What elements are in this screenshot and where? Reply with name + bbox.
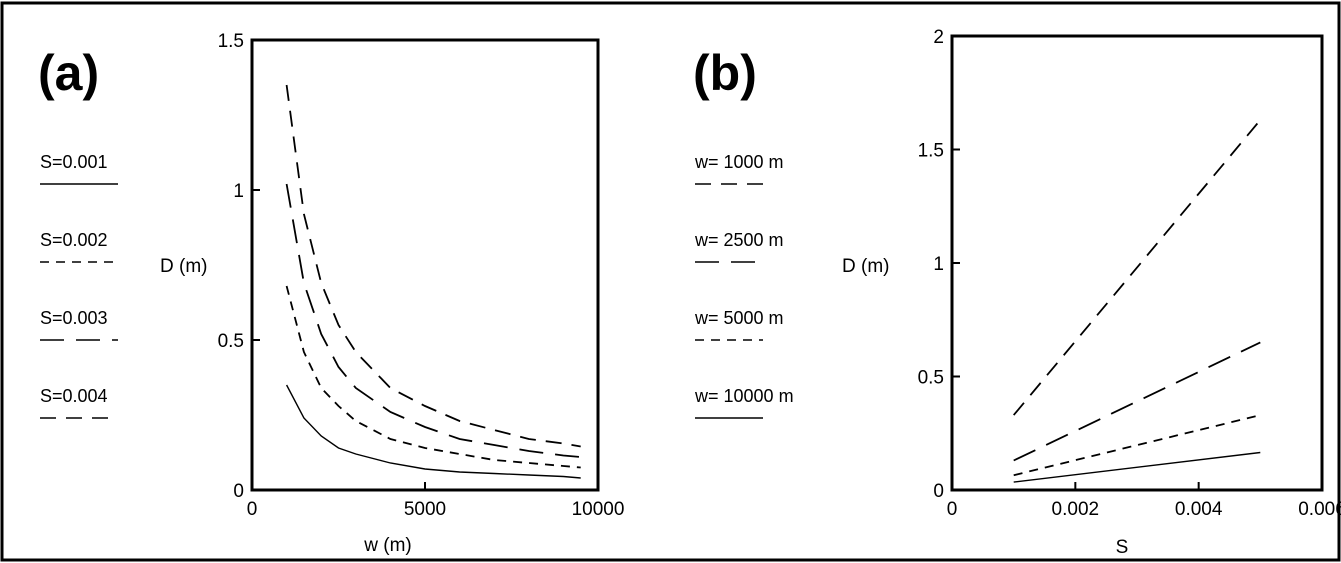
panel-b-letter: (b) [693, 45, 757, 101]
series-line-w-5000-m [1013, 414, 1261, 477]
y-axis-label-b: D (m) [842, 256, 889, 277]
y-tick-label: 1 [933, 254, 944, 275]
y-axis-label-a: D (m) [160, 256, 207, 277]
legend-label: w= 1000 m [694, 152, 784, 172]
panel-a: (a) S=0.001 S=0.002 S=0.003 S=0.004 0 0.5 1 1.… [38, 31, 624, 556]
y-tick-label: 2 [933, 27, 944, 48]
plot-frame [950, 34, 1324, 492]
y-tick-label: 1.5 [918, 141, 944, 162]
series-line-s-0-004 [285, 84, 581, 448]
y-tick-label: 1 [233, 181, 244, 202]
x-tick-label: 0 [247, 499, 258, 520]
x-tick-label: 0.002 [1052, 499, 1100, 520]
series-line-s-0-002 [285, 285, 581, 469]
panel-b: (b) w= 1000 m w= 2500 m w= 5000 m w= 10000 … [693, 27, 1341, 558]
y-tick-label: 1.5 [218, 31, 244, 52]
x-axis-label-a: w (m) [363, 535, 411, 556]
series-line-w-2500-m [1013, 341, 1261, 462]
legend-a: S=0.001 S=0.002 S=0.003 S=0.004 [40, 152, 118, 419]
x-tick-label: 10000 [572, 499, 625, 520]
x-tick-label: 0.004 [1175, 499, 1223, 520]
legend-label: w= 2500 m [694, 230, 784, 250]
series-line-w-1000-m [1013, 119, 1261, 416]
plot-b: 0 0.5 1 1.5 2 0 0.002 0.004 0.006 [918, 27, 1341, 520]
series-line-w-10000-m [1013, 451, 1261, 483]
x-tick-label: 5000 [404, 499, 446, 520]
legend-label: S=0.002 [40, 230, 108, 250]
series-line-s-0-003 [285, 183, 581, 458]
series-line-s-0-001 [285, 384, 581, 479]
panel-a-letter: (a) [38, 45, 99, 101]
x-tick-label: 0.006 [1298, 499, 1341, 520]
x-axis-label-b: S [1116, 537, 1129, 558]
plot-frame [250, 38, 600, 492]
plot-a: 0 0.5 1 1.5 0 5000 10000 [218, 31, 625, 520]
legend-label: S=0.003 [40, 308, 108, 328]
legend-label: S=0.001 [40, 152, 108, 172]
y-tick-label: 0 [233, 481, 244, 502]
legend-label: S=0.004 [40, 386, 108, 406]
y-tick-label: 0 [933, 481, 944, 502]
y-tick-label: 0.5 [918, 368, 944, 389]
legend-label: w= 5000 m [694, 308, 784, 328]
legend-b: w= 1000 m w= 2500 m w= 5000 m w= 10000 m [694, 152, 794, 419]
y-tick-label: 0.5 [218, 331, 244, 352]
x-tick-label: 0 [947, 499, 958, 520]
legend-label: w= 10000 m [694, 386, 794, 406]
